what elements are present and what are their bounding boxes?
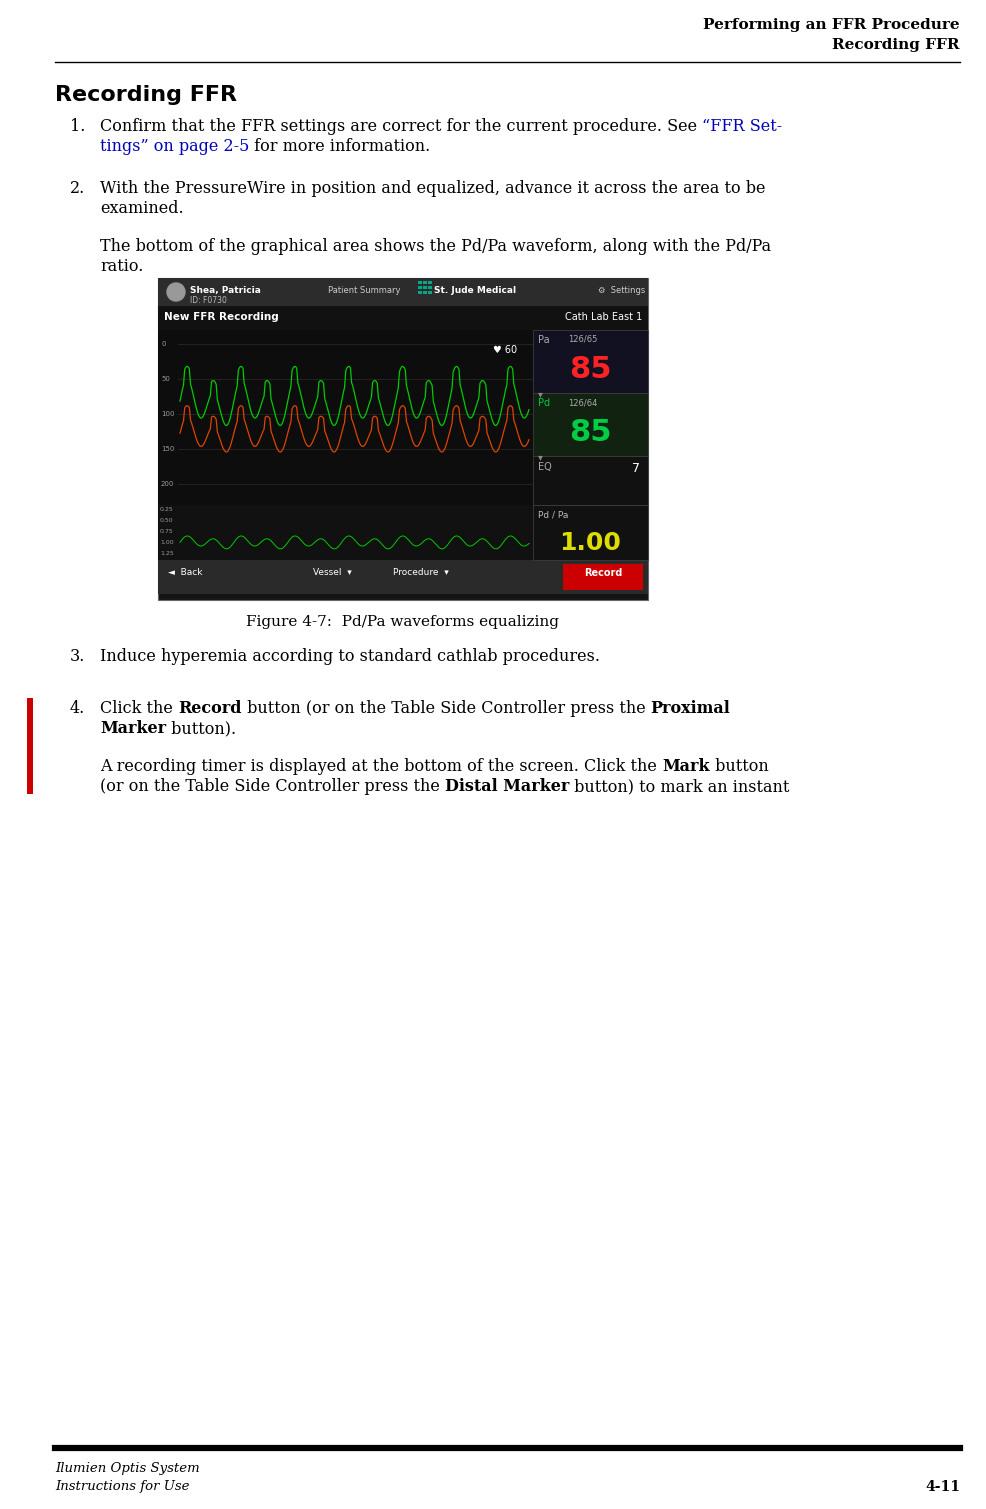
Text: Mark: Mark <box>662 758 709 776</box>
Text: Recording FFR: Recording FFR <box>55 85 237 106</box>
Bar <box>423 291 426 294</box>
Text: 0.50: 0.50 <box>160 518 174 524</box>
Text: 100: 100 <box>161 410 175 416</box>
Text: 1.00: 1.00 <box>160 540 174 545</box>
Text: Confirm that the FFR settings are correct for the current procedure. See: Confirm that the FFR settings are correc… <box>100 118 701 134</box>
Text: 7: 7 <box>631 462 639 475</box>
Text: 1.25: 1.25 <box>160 551 174 555</box>
Text: EQ: EQ <box>537 462 551 472</box>
Text: 85: 85 <box>569 355 611 383</box>
Text: Click the: Click the <box>100 700 177 717</box>
Text: ♥ 60: ♥ 60 <box>492 346 517 355</box>
Text: Cath Lab East 1: Cath Lab East 1 <box>564 312 641 321</box>
Text: Performing an FFR Procedure: Performing an FFR Procedure <box>703 18 959 32</box>
Text: “FFR Set-: “FFR Set- <box>701 118 782 134</box>
Bar <box>418 291 421 294</box>
Bar <box>562 564 642 590</box>
Text: 0.25: 0.25 <box>160 507 174 512</box>
Text: (or on the Table Side Controller press the: (or on the Table Side Controller press t… <box>100 779 445 795</box>
Bar <box>27 699 33 794</box>
Text: Proximal: Proximal <box>650 700 730 717</box>
Bar <box>532 330 648 392</box>
Text: Induce hyperemia according to standard cathlab procedures.: Induce hyperemia according to standard c… <box>100 647 599 665</box>
Text: 200: 200 <box>161 481 175 487</box>
Text: Procedure  ▾: Procedure ▾ <box>392 567 449 576</box>
Bar <box>532 456 648 506</box>
Text: ◄  Back: ◄ Back <box>168 567 202 576</box>
Text: tings” on page 2-5: tings” on page 2-5 <box>100 137 249 155</box>
Text: Instructions for Use: Instructions for Use <box>55 1480 189 1492</box>
Text: Shea, Patricia: Shea, Patricia <box>190 287 260 294</box>
Bar <box>532 392 648 456</box>
Bar <box>428 291 431 294</box>
Text: 0: 0 <box>161 341 166 347</box>
Text: 126/65: 126/65 <box>567 335 597 344</box>
Text: for more information.: for more information. <box>249 137 430 155</box>
Text: Patient Summary: Patient Summary <box>327 287 400 294</box>
Bar <box>158 306 648 330</box>
Text: 0.75: 0.75 <box>160 528 174 534</box>
Bar <box>428 281 431 284</box>
Text: Recording FFR: Recording FFR <box>831 38 959 51</box>
Text: Figure 4-7:  Pd/Pa waveforms equalizing: Figure 4-7: Pd/Pa waveforms equalizing <box>246 616 559 629</box>
Text: ▾: ▾ <box>537 453 542 462</box>
Bar <box>158 330 532 506</box>
Text: New FFR Recording: New FFR Recording <box>164 312 278 321</box>
Text: ID: F0730: ID: F0730 <box>190 296 227 305</box>
Text: button: button <box>709 758 767 776</box>
Text: 1.00: 1.00 <box>559 531 621 554</box>
Text: Record: Record <box>177 700 242 717</box>
Text: Marker: Marker <box>100 720 166 736</box>
Text: 4-11: 4-11 <box>924 1480 959 1494</box>
Bar <box>418 281 421 284</box>
Bar <box>158 278 648 601</box>
Bar <box>158 506 532 560</box>
Text: Pd: Pd <box>537 398 549 407</box>
Text: St. Jude Medical: St. Jude Medical <box>434 287 516 294</box>
Bar <box>158 278 648 306</box>
Text: With the PressureWire in position and equalized, advance it across the area to b: With the PressureWire in position and eq… <box>100 180 765 198</box>
Text: Record: Record <box>584 567 621 578</box>
Text: 85: 85 <box>569 418 611 447</box>
Text: Distal Marker: Distal Marker <box>445 779 569 795</box>
Text: ▾: ▾ <box>537 389 542 398</box>
Text: 150: 150 <box>161 447 175 453</box>
Text: 50: 50 <box>161 376 170 382</box>
Text: examined.: examined. <box>100 201 183 217</box>
Text: 1.: 1. <box>70 118 85 134</box>
Text: Ilumien Optis System: Ilumien Optis System <box>55 1462 199 1474</box>
Bar <box>532 506 648 560</box>
Text: ⚙  Settings: ⚙ Settings <box>598 287 645 294</box>
Text: Pa: Pa <box>537 335 549 346</box>
Text: 2.: 2. <box>70 180 85 198</box>
Circle shape <box>167 284 184 300</box>
Text: 4.: 4. <box>70 700 85 717</box>
Bar <box>158 560 648 595</box>
Text: button) to mark an instant: button) to mark an instant <box>569 779 789 795</box>
Bar <box>423 281 426 284</box>
Text: button).: button). <box>166 720 236 736</box>
Bar <box>418 285 421 290</box>
Bar <box>428 285 431 290</box>
Bar <box>423 285 426 290</box>
Text: 3.: 3. <box>70 647 85 665</box>
Text: ratio.: ratio. <box>100 258 143 275</box>
Text: Vessel  ▾: Vessel ▾ <box>313 567 351 576</box>
Text: Pd / Pa: Pd / Pa <box>537 512 568 521</box>
Text: 126/64: 126/64 <box>567 398 597 407</box>
Text: A recording timer is displayed at the bottom of the screen. Click the: A recording timer is displayed at the bo… <box>100 758 662 776</box>
Text: The bottom of the graphical area shows the Pd/Pa waveform, along with the Pd/Pa: The bottom of the graphical area shows t… <box>100 238 770 255</box>
Text: button (or on the Table Side Controller press the: button (or on the Table Side Controller … <box>242 700 650 717</box>
